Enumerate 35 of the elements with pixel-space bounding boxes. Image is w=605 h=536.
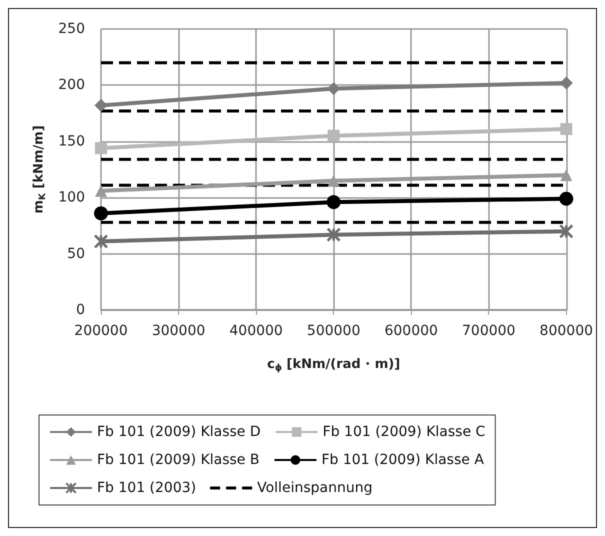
point [326,195,341,210]
legend-label: Fb 101 (2003) [97,480,196,496]
y-tick-label: 50 [67,246,85,262]
y-tick-label: 150 [58,133,85,150]
point [327,82,340,96]
legend-label: Fb 101 (2009) Klasse B [97,452,260,468]
legend-label: Volleinspannung [257,480,372,496]
point [94,234,108,249]
y-axis-title: mK [kNm/m] [31,125,48,214]
x-tick-label: 500000 [306,323,360,339]
point [559,192,574,206]
x-tick-label: 700000 [462,323,516,339]
point [94,98,108,112]
x-tick-label: 200000 [74,323,128,339]
legend-label: Fb 101 (2009) Klasse D [97,424,261,440]
x-tick-label: 800000 [540,323,594,339]
y-tick-label: 100 [58,190,85,206]
point [95,184,107,197]
point [560,76,573,90]
point [560,169,572,182]
point [326,227,341,242]
y-tick-label: 200 [58,77,85,94]
x-tick-label: 600000 [384,323,438,339]
legend-label: Fb 101 (2009) Klasse A [321,452,484,468]
point [94,206,108,220]
y-tick-label: 0 [76,302,85,318]
point [560,123,572,136]
y-tick-label: 250 [58,21,85,37]
x-tick-label: 300000 [152,323,206,339]
legend-label: Fb 101 (2009) Klasse C [322,424,486,440]
x-tick-label: 400000 [229,323,283,339]
point [559,224,574,239]
point [328,130,340,142]
point [95,142,107,154]
point [328,174,340,187]
